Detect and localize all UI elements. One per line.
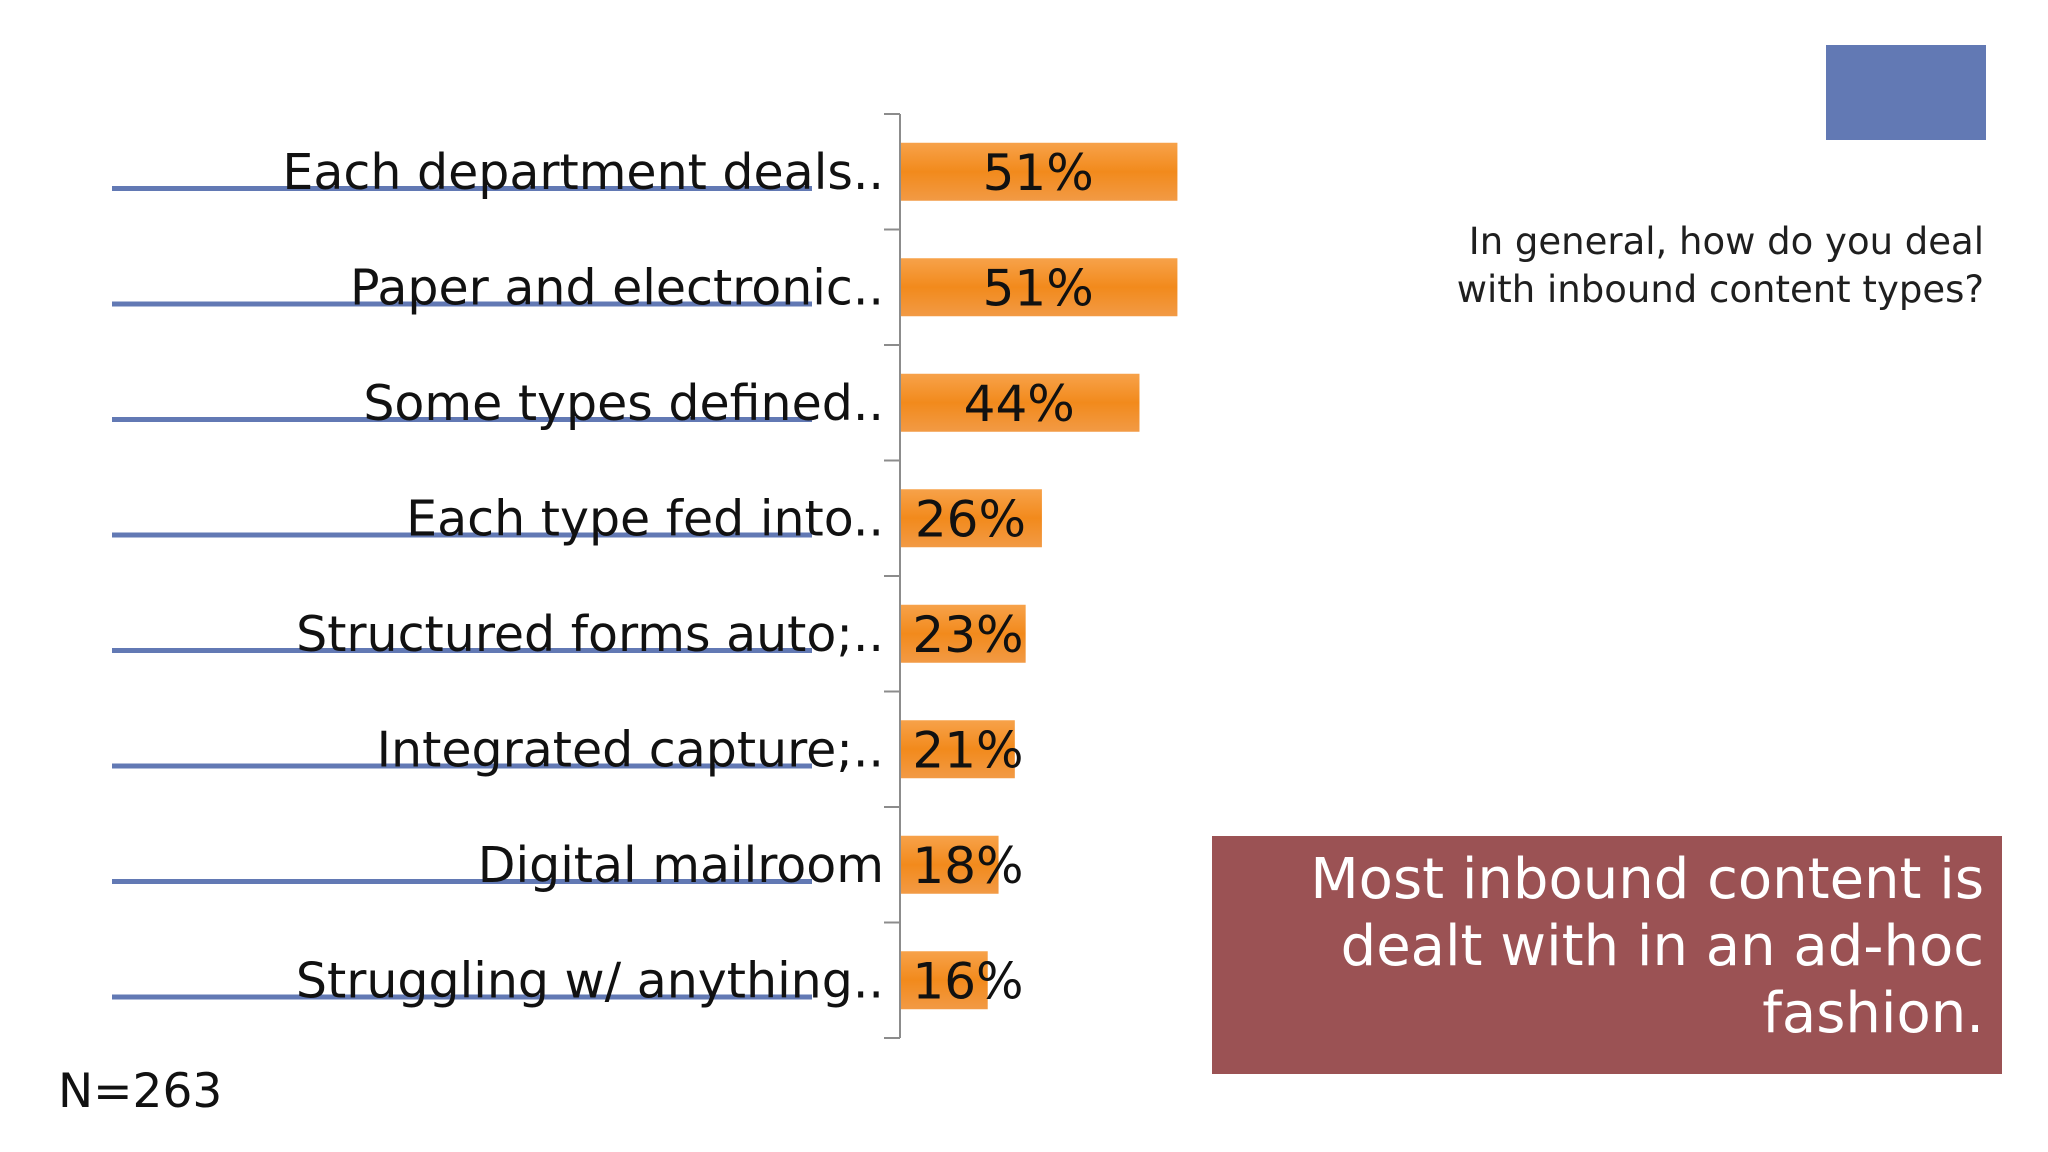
category-label: Each department deals.. — [282, 144, 884, 201]
data-label: 51% — [983, 259, 1094, 317]
callout-box: Most inbound content is dealt with in an… — [1212, 836, 2002, 1074]
category-label: Each type fed into.. — [406, 490, 884, 547]
bar-6 — [901, 720, 1015, 779]
bar-3 — [901, 373, 1140, 432]
accent-square — [1826, 45, 1986, 140]
category-label: Some types defined.. — [363, 375, 884, 432]
category-label: Paper and electronic.. — [350, 259, 884, 316]
category-label: Digital mailroom — [478, 837, 884, 894]
category-label: Integrated capture;.. — [377, 721, 884, 778]
bar-2 — [901, 258, 1178, 317]
bar-5 — [901, 604, 1026, 663]
category-label: Structured forms auto;.. — [296, 606, 884, 663]
callout-text: Most inbound content is dealt with in an… — [1310, 847, 1984, 1046]
bar-7 — [901, 835, 999, 894]
data-label: 18% — [912, 837, 1023, 895]
data-label: 26% — [915, 490, 1026, 548]
data-label: 16% — [912, 952, 1023, 1010]
bar-8 — [901, 951, 988, 1010]
data-label: 23% — [912, 606, 1023, 664]
data-label: 51% — [983, 144, 1094, 202]
data-label: 21% — [912, 721, 1023, 779]
bar-1 — [901, 142, 1178, 201]
data-label: 44% — [964, 375, 1075, 433]
sample-size-label: N=263 — [58, 1064, 223, 1119]
question-text: In general, how do you deal with inbound… — [1456, 220, 1984, 311]
bar-4 — [901, 489, 1042, 548]
category-label: Struggling w/ anything.. — [296, 952, 884, 1009]
